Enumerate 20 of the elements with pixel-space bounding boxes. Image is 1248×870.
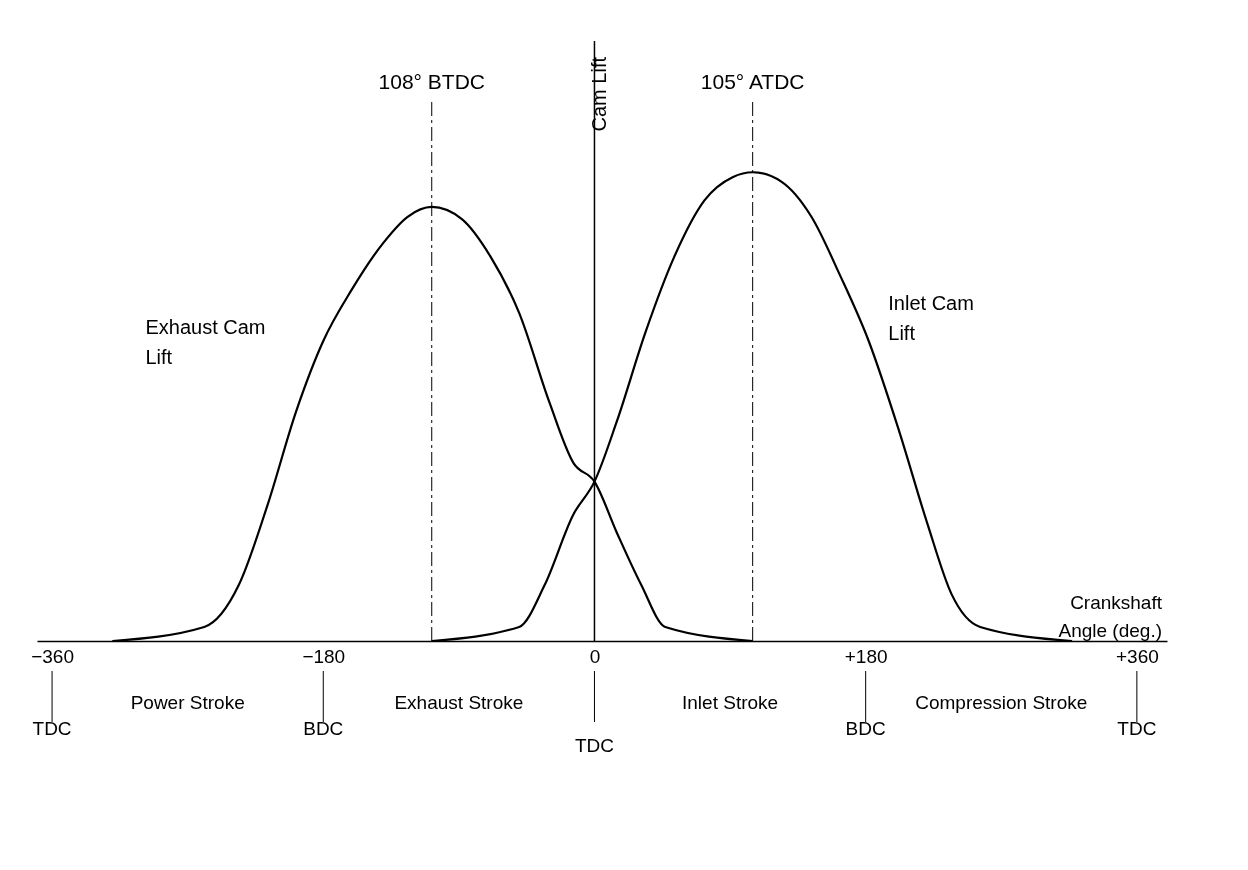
- x-axis-title: Crankshaft Angle (deg.): [1058, 592, 1163, 641]
- text: Compression Stroke: [915, 692, 1088, 713]
- text: BDC: [303, 718, 344, 739]
- x-tick-label: −180: [302, 645, 346, 667]
- x-tick-label: 0: [589, 645, 601, 667]
- ref-line-label: 108° BTDC: [378, 70, 485, 93]
- y-axis-title: Cam Lift: [588, 56, 611, 132]
- x-tick-label: +180: [844, 645, 888, 667]
- text: BDC: [845, 718, 886, 739]
- text: Inlet Stroke: [682, 692, 779, 713]
- text: Power Stroke: [130, 692, 245, 713]
- text: TDC: [32, 718, 72, 739]
- ref-line-label: 105° ATDC: [700, 70, 805, 93]
- x-tick-label: −360: [31, 645, 74, 667]
- series-label: Inlet Cam Lift: [888, 291, 974, 344]
- text: TDC: [574, 735, 614, 756]
- text: Exhaust Stroke: [394, 692, 524, 713]
- text: TDC: [1117, 718, 1157, 739]
- text: Exhaust Cam Lift: [145, 316, 266, 369]
- x-tick-label: +360: [1115, 645, 1159, 667]
